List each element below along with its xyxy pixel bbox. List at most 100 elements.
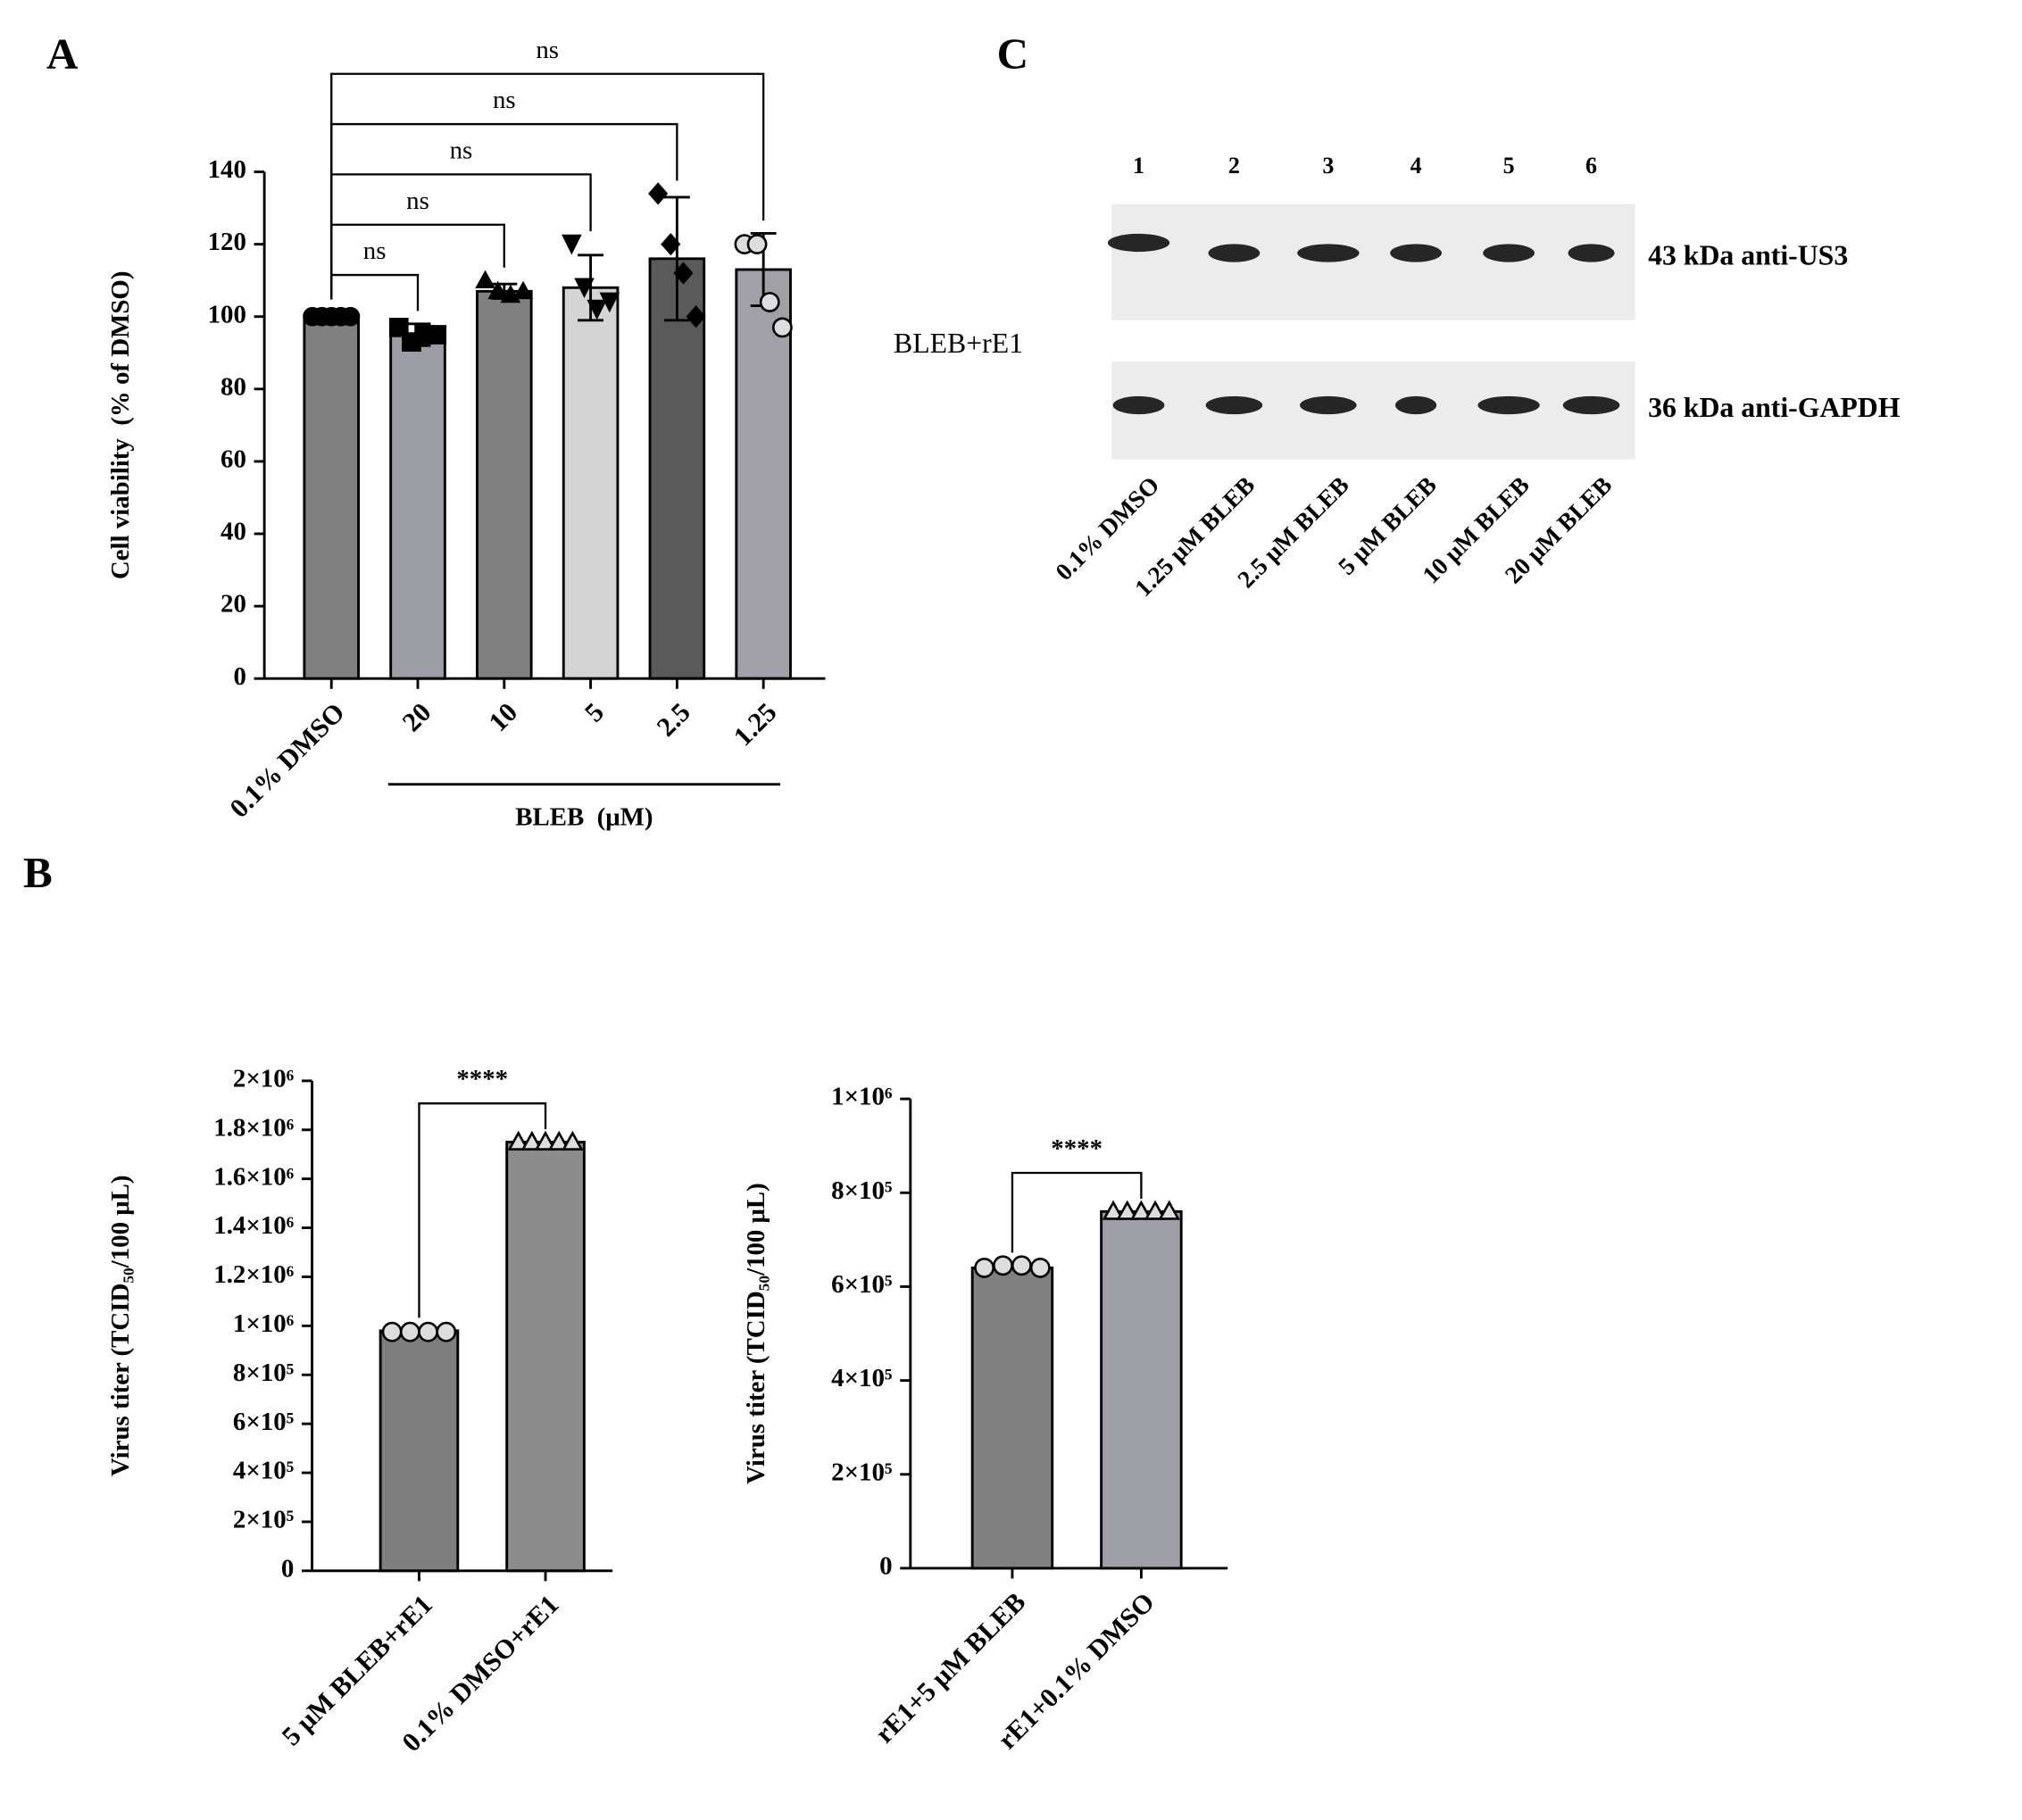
point [574, 278, 595, 299]
significance-label: ns [493, 86, 516, 114]
point [673, 262, 694, 285]
point [974, 1257, 995, 1278]
lane-number: 6 [1585, 153, 1597, 179]
y-tick-label: 8×10⁵ [831, 1176, 893, 1205]
bar [735, 268, 792, 680]
y-tick-label: 2×10⁵ [831, 1458, 893, 1486]
significance-bracket [330, 122, 678, 300]
panel-label: C [997, 29, 1028, 79]
y-tick-label: 1.6×10⁶ [213, 1162, 294, 1191]
band [1300, 395, 1357, 415]
y-tick-label: 0 [233, 662, 245, 691]
point [1130, 1200, 1152, 1220]
y-tick-label: 1.8×10⁶ [213, 1113, 294, 1142]
significance-bracket [418, 1102, 547, 1318]
y-tick-label: 1.4×10⁶ [213, 1211, 294, 1240]
significance-label: **** [456, 1065, 508, 1093]
band [1208, 244, 1261, 262]
y-tick-label: 4×10⁵ [831, 1364, 893, 1392]
point [436, 1321, 457, 1342]
blot-row-label: 43 kDa anti-US3 [1648, 240, 1848, 271]
point [562, 234, 582, 255]
point [1011, 1255, 1032, 1276]
y-tick-label: 6×10⁵ [233, 1408, 295, 1436]
band [1568, 244, 1615, 262]
group-label: BLEB (μM) [515, 802, 653, 831]
y-tick-label: 1×10⁶ [233, 1309, 295, 1338]
point [512, 280, 534, 300]
lane-number: 4 [1410, 153, 1422, 179]
point [340, 306, 361, 327]
band [1390, 244, 1442, 262]
x-tick-label: 5 [578, 697, 610, 728]
bar [379, 1329, 460, 1573]
y-axis-title: Cell viability (% of DMSO) [106, 271, 135, 580]
point [487, 280, 509, 300]
point [1158, 1200, 1181, 1220]
point [1029, 1257, 1051, 1278]
point [399, 1321, 420, 1342]
point [475, 270, 495, 288]
significance-bracket [330, 273, 420, 312]
bar [389, 333, 446, 680]
blot-strip [1111, 204, 1635, 320]
y-tick-label: 0 [281, 1554, 294, 1583]
lane-number: 5 [1503, 153, 1515, 179]
point [1102, 1200, 1125, 1220]
point [587, 299, 607, 320]
band [1112, 395, 1165, 415]
y-tick-label: 1.2×10⁶ [213, 1260, 294, 1289]
x-tick-label: 10 [483, 697, 523, 737]
panel-label: A [46, 29, 79, 79]
point [771, 317, 793, 338]
y-tick-label: 2×10⁶ [233, 1065, 295, 1093]
point [562, 1130, 584, 1151]
y-tick-label: 120 [208, 228, 246, 256]
band [1477, 395, 1540, 415]
y-tick-label: 20 [221, 590, 246, 619]
band [1394, 395, 1437, 415]
point [599, 292, 620, 313]
significance-label: ns [536, 36, 559, 64]
point [520, 1130, 544, 1151]
significance-label: ns [363, 237, 387, 265]
point [381, 1321, 403, 1342]
x-tick-label: 0.1% DMSO [224, 697, 351, 824]
band [1205, 395, 1263, 415]
band [1562, 395, 1620, 415]
point [547, 1130, 570, 1151]
y-axis-title: Virus titer (TCID₅₀/100 μL) [106, 1176, 135, 1477]
y-tick-label: 100 [208, 300, 246, 328]
lane-number: 2 [1228, 153, 1240, 179]
point [388, 318, 409, 337]
y-tick-label: 40 [221, 518, 246, 546]
y-tick-label: 1×10⁶ [831, 1083, 893, 1111]
point [686, 305, 706, 328]
point [661, 232, 681, 256]
blot-strip [1111, 361, 1635, 460]
x-tick-label: 20 [396, 697, 437, 737]
x-tick-label: 1.25 [728, 697, 783, 752]
bar [970, 1266, 1054, 1570]
y-tick-label: 140 [208, 155, 246, 184]
bar [1100, 1209, 1183, 1570]
bar [476, 289, 533, 680]
bar [505, 1141, 586, 1573]
point [1144, 1200, 1167, 1220]
point [507, 1130, 530, 1151]
band [1483, 244, 1535, 262]
point [534, 1130, 557, 1151]
blot-side-label: BLEB+rE1 [894, 328, 1023, 359]
significance-bracket [330, 72, 765, 300]
point [418, 1321, 438, 1342]
bar [562, 286, 620, 680]
point [648, 182, 669, 205]
y-tick-label: 80 [221, 372, 246, 401]
y-tick-label: 4×10⁵ [233, 1457, 295, 1485]
y-tick-label: 6×10⁵ [831, 1270, 893, 1299]
bar [303, 315, 361, 680]
point [993, 1255, 1013, 1276]
band [1107, 233, 1170, 253]
significance-label: **** [1051, 1134, 1103, 1163]
